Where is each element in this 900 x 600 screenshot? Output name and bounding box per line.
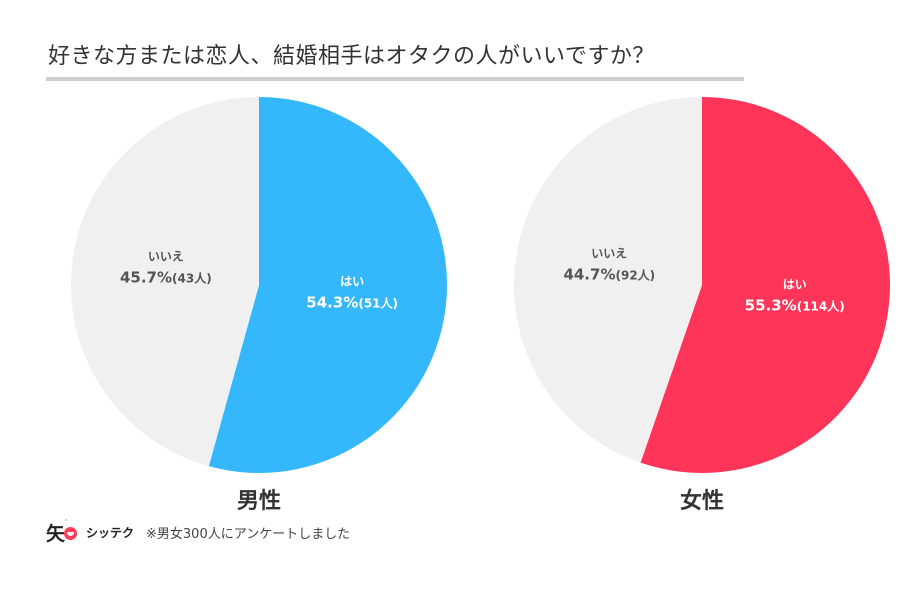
slice-value-female-yes: 55.3%(114人)	[745, 297, 845, 315]
logo: 矢 ﾞ	[46, 519, 78, 545]
slice-label-female-yes: はい	[783, 278, 807, 292]
pie-title-male: 男性	[237, 489, 281, 514]
pie-slice-male-no	[71, 97, 259, 467]
logo-face-icon	[64, 527, 77, 540]
title-underline	[46, 77, 744, 81]
slice-label-female-no: いいえ	[591, 246, 627, 260]
slice-value-male-yes: 54.3%(51人)	[306, 294, 398, 312]
survey-note: ※男女300人にアンケートしました	[146, 526, 351, 542]
pie-title-female: 女性	[680, 488, 724, 514]
pie-chart-female: はい 55.3%(114人) いいえ 44.7%(92人) 女性	[513, 96, 890, 514]
footer: 矢 ﾞ シッテク ※男女300人にアンケートしました	[46, 519, 351, 546]
slice-value-male-no: 45.7%(43人)	[120, 268, 212, 286]
logo-glyph: 矢	[46, 523, 66, 545]
pie-chart-male: はい 54.3%(51人) いいえ 45.7%(43人) 男性	[71, 97, 448, 514]
brand-name: シッテク	[86, 525, 135, 540]
logo-spark-icon: ﾞ	[65, 519, 69, 528]
pie-slice-female-yes	[640, 97, 890, 473]
slice-value-female-no: 44.7%(92人)	[563, 265, 655, 283]
slice-label-male-no: いいえ	[148, 249, 184, 263]
chart-title: 好きな方または恋人、結婚相手はオタクの人がいいですか？	[48, 44, 655, 69]
slice-label-male-yes: はい	[340, 275, 364, 289]
pie-slice-male-yes	[208, 97, 448, 473]
pie-slice-female-no	[513, 96, 702, 463]
